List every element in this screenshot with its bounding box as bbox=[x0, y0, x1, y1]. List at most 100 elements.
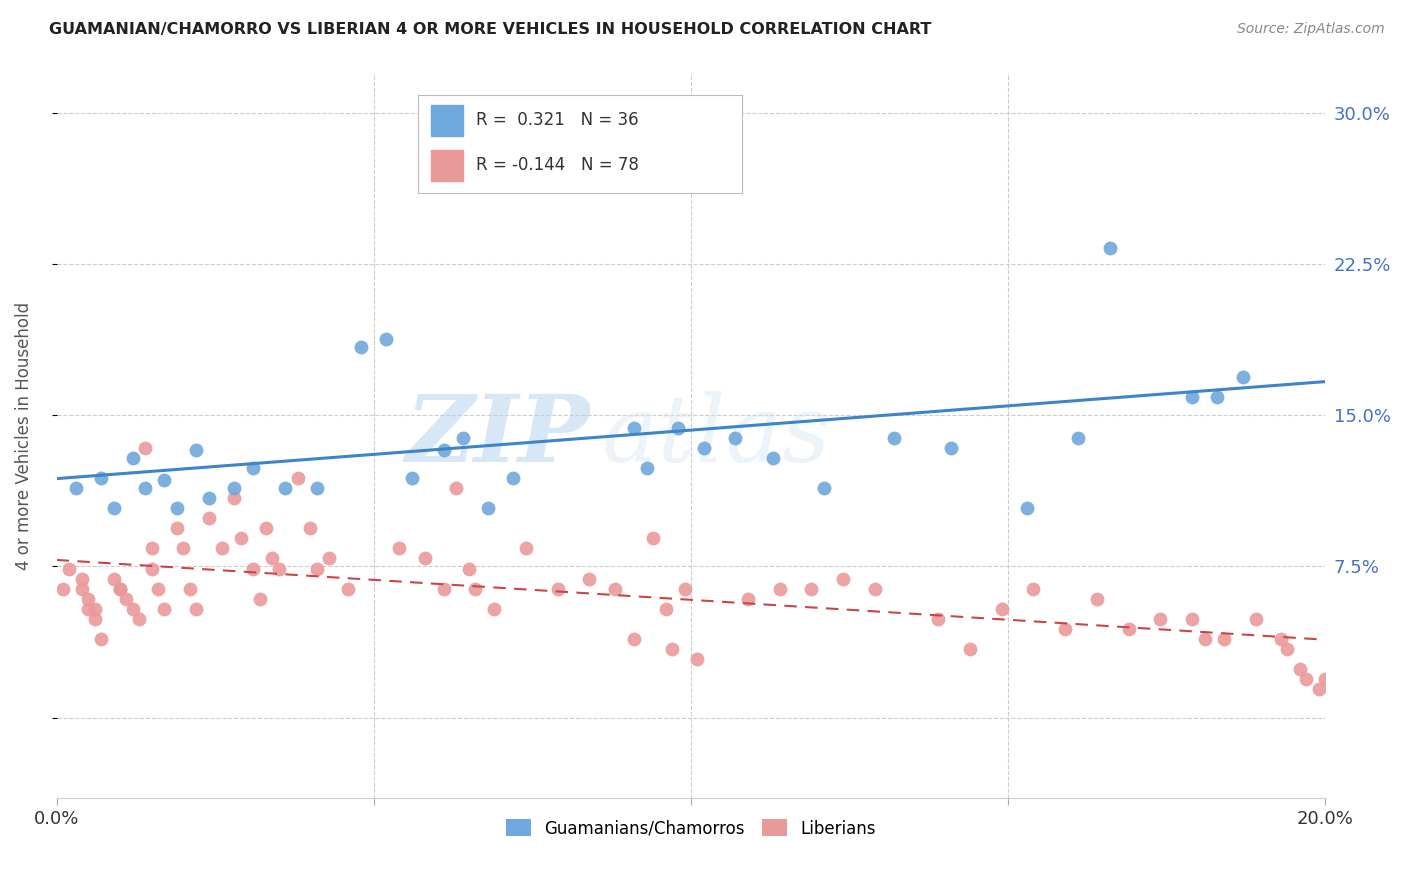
Point bbox=[1295, 673, 1317, 687]
Point bbox=[166, 501, 188, 516]
Point bbox=[153, 602, 176, 616]
Point bbox=[413, 551, 436, 566]
Point bbox=[1181, 612, 1204, 626]
Point bbox=[623, 420, 645, 434]
Point bbox=[375, 332, 398, 346]
Point bbox=[603, 582, 626, 596]
Point bbox=[959, 642, 981, 657]
Point bbox=[502, 471, 524, 485]
Point bbox=[666, 420, 689, 434]
Point bbox=[863, 582, 886, 596]
Point bbox=[661, 642, 683, 657]
Point bbox=[832, 572, 855, 586]
Point bbox=[515, 541, 537, 556]
Point bbox=[153, 473, 176, 487]
Point bbox=[65, 481, 87, 495]
Point bbox=[401, 471, 423, 485]
Point bbox=[186, 442, 208, 457]
Point bbox=[198, 491, 221, 505]
Point bbox=[686, 652, 709, 666]
Point bbox=[1289, 662, 1312, 676]
Point bbox=[432, 582, 454, 596]
Text: ZIP: ZIP bbox=[405, 391, 589, 481]
Point bbox=[179, 582, 201, 596]
Point bbox=[578, 572, 600, 586]
Point bbox=[77, 602, 100, 616]
Point bbox=[1149, 612, 1171, 626]
Point bbox=[103, 572, 125, 586]
Point bbox=[262, 551, 284, 566]
Point bbox=[186, 602, 208, 616]
Point bbox=[1118, 622, 1140, 636]
Point bbox=[477, 501, 499, 516]
Point bbox=[1181, 390, 1204, 404]
Point bbox=[224, 481, 246, 495]
Point bbox=[1194, 632, 1216, 646]
Point bbox=[1098, 241, 1121, 255]
Point bbox=[172, 541, 194, 556]
Point bbox=[134, 441, 156, 455]
Point bbox=[1308, 682, 1330, 697]
Point bbox=[337, 582, 360, 596]
Point bbox=[146, 582, 169, 596]
Point bbox=[1212, 632, 1234, 646]
Point bbox=[883, 431, 905, 445]
Point bbox=[52, 582, 75, 596]
Point bbox=[198, 511, 221, 525]
Point bbox=[636, 460, 658, 475]
Point bbox=[737, 591, 759, 606]
Point bbox=[769, 582, 792, 596]
Point bbox=[267, 561, 290, 575]
Point bbox=[134, 481, 156, 495]
Point bbox=[1244, 612, 1267, 626]
Point bbox=[991, 602, 1014, 616]
Point bbox=[1206, 390, 1229, 404]
Point bbox=[350, 340, 373, 354]
Point bbox=[108, 582, 131, 596]
Point bbox=[103, 501, 125, 516]
Point bbox=[128, 612, 150, 626]
Point bbox=[547, 582, 569, 596]
Point bbox=[444, 481, 467, 495]
Point bbox=[1315, 673, 1337, 687]
Point bbox=[305, 561, 328, 575]
Point bbox=[211, 541, 233, 556]
Point bbox=[242, 561, 264, 575]
Point bbox=[692, 441, 714, 455]
Point bbox=[724, 431, 747, 445]
Point bbox=[565, 140, 588, 154]
Point bbox=[141, 561, 163, 575]
Point bbox=[77, 591, 100, 606]
Point bbox=[673, 582, 696, 596]
Point bbox=[318, 551, 340, 566]
Point bbox=[121, 602, 143, 616]
Point bbox=[451, 431, 474, 445]
Point bbox=[90, 632, 112, 646]
Point bbox=[1054, 622, 1077, 636]
Point bbox=[1022, 582, 1045, 596]
Point bbox=[623, 632, 645, 646]
Point bbox=[1270, 632, 1292, 646]
Point bbox=[299, 521, 322, 535]
Point bbox=[108, 582, 131, 596]
Point bbox=[83, 612, 105, 626]
Point bbox=[654, 602, 676, 616]
Point bbox=[388, 541, 411, 556]
Point bbox=[229, 531, 252, 545]
Point bbox=[1017, 501, 1039, 516]
Point bbox=[70, 582, 93, 596]
Point bbox=[1067, 431, 1090, 445]
Point bbox=[1085, 591, 1108, 606]
Point bbox=[121, 450, 143, 465]
Point bbox=[249, 591, 271, 606]
Point bbox=[83, 602, 105, 616]
Point bbox=[287, 471, 309, 485]
Point bbox=[305, 481, 328, 495]
Text: atlas: atlas bbox=[602, 391, 831, 481]
Point bbox=[242, 460, 264, 475]
Text: GUAMANIAN/CHAMORRO VS LIBERIAN 4 OR MORE VEHICLES IN HOUSEHOLD CORRELATION CHART: GUAMANIAN/CHAMORRO VS LIBERIAN 4 OR MORE… bbox=[49, 22, 932, 37]
Point bbox=[224, 491, 246, 505]
Point bbox=[432, 442, 454, 457]
Point bbox=[458, 561, 481, 575]
Y-axis label: 4 or more Vehicles in Household: 4 or more Vehicles in Household bbox=[15, 301, 32, 570]
